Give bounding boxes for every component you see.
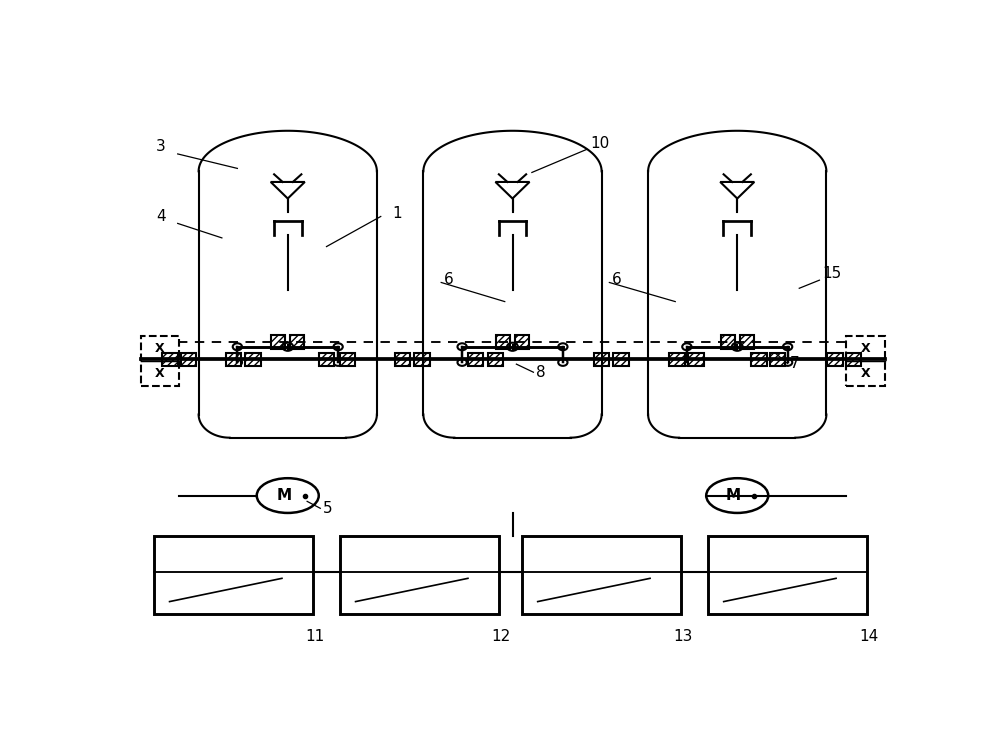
Bar <box>827 353 843 366</box>
Bar <box>688 353 704 366</box>
Bar <box>740 335 754 350</box>
Text: M: M <box>726 488 741 503</box>
Text: 5: 5 <box>323 501 332 516</box>
Bar <box>162 353 178 366</box>
Bar <box>340 353 355 366</box>
Text: 7: 7 <box>790 356 800 371</box>
Bar <box>290 335 304 350</box>
Text: M: M <box>276 488 291 503</box>
Bar <box>770 353 785 366</box>
Bar <box>226 353 241 366</box>
Text: 6: 6 <box>612 272 621 287</box>
Bar <box>271 335 285 350</box>
Bar <box>181 353 196 366</box>
Bar <box>721 335 735 350</box>
Text: X: X <box>860 342 870 355</box>
Text: 10: 10 <box>590 136 609 151</box>
Text: 4: 4 <box>156 208 166 223</box>
Bar <box>488 353 503 366</box>
Text: X: X <box>155 367 165 380</box>
Text: 14: 14 <box>859 629 879 644</box>
Polygon shape <box>720 182 754 199</box>
Text: X: X <box>860 367 870 380</box>
Text: 12: 12 <box>491 629 510 644</box>
Bar <box>154 536 313 614</box>
Text: 13: 13 <box>673 629 693 644</box>
Text: 15: 15 <box>822 266 842 281</box>
Bar <box>751 353 767 366</box>
Text: 8: 8 <box>536 365 545 380</box>
Bar <box>522 536 681 614</box>
Polygon shape <box>495 182 530 199</box>
Polygon shape <box>271 182 305 199</box>
Bar <box>669 353 685 366</box>
Text: 6: 6 <box>444 272 454 287</box>
Bar <box>594 353 609 366</box>
Text: 3: 3 <box>156 139 166 154</box>
Bar <box>319 353 334 366</box>
Bar <box>515 335 529 350</box>
Bar <box>468 353 483 366</box>
Bar <box>140 336 179 386</box>
Bar <box>846 353 861 366</box>
Text: 11: 11 <box>305 629 324 644</box>
Bar <box>613 353 629 366</box>
Bar <box>846 336 885 386</box>
Text: X: X <box>155 342 165 355</box>
Text: 1: 1 <box>392 205 402 220</box>
Bar <box>414 353 430 366</box>
Bar <box>708 536 867 614</box>
Bar <box>340 536 499 614</box>
Bar <box>395 353 410 366</box>
Bar <box>245 353 261 366</box>
Bar <box>496 335 510 350</box>
